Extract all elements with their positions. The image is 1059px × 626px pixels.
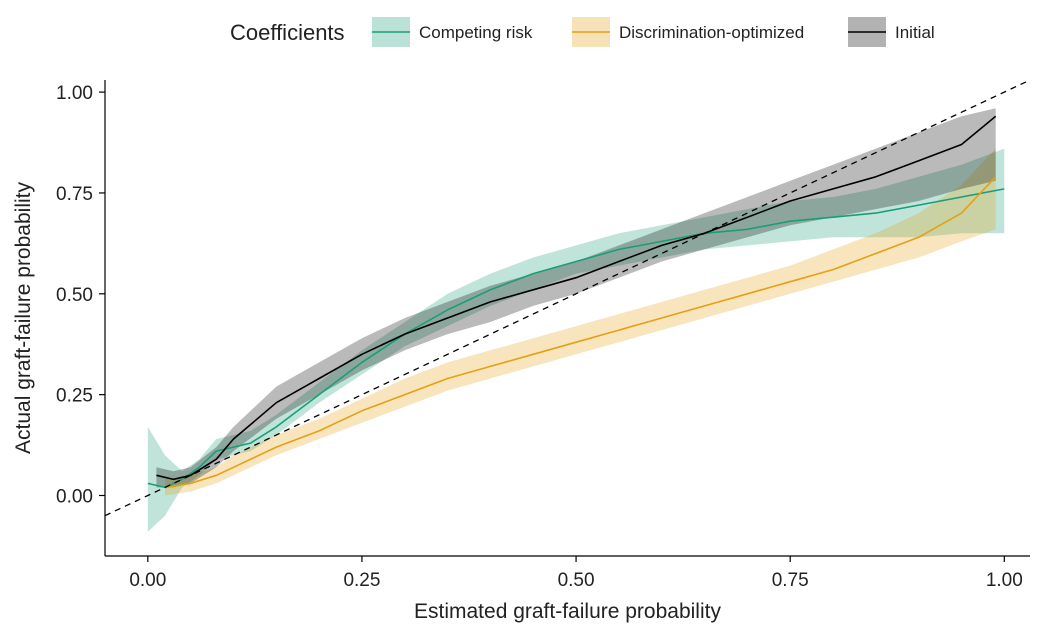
plot-area	[104, 79, 1031, 532]
competing-risk-legend-label: Competing risk	[419, 23, 533, 42]
legend: Coefficients Competing risk Discriminatio…	[230, 17, 935, 47]
y-ticks: 0.00 0.25 0.50 0.75 1.00	[56, 83, 105, 507]
y-axis-title: Actual graft-failure probability	[12, 182, 35, 454]
y-tick-label: 0.25	[56, 386, 93, 407]
x-tick-label: 0.00	[129, 570, 166, 591]
reference-line-group	[104, 79, 1031, 517]
legend-title: Coefficients	[230, 20, 345, 45]
discrimination-optimized-band	[165, 148, 996, 496]
initial-legend-label: Initial	[895, 23, 935, 42]
x-ticks: 0.00 0.25 0.50 0.75 1.00	[129, 556, 1023, 591]
y-tick-label: 0.75	[56, 184, 93, 205]
competing-risk-band	[147, 148, 1005, 532]
discrimination-optimized-line	[164, 176, 997, 489]
legend-entries: Competing risk Discrimination-optimized In…	[372, 17, 935, 47]
initial-band	[156, 108, 996, 488]
axes: 0.00 0.25 0.50 0.75 1.00 0.00 0.25 0.50 0.75 1.0…	[12, 80, 1030, 623]
x-tick-label: 1.00	[986, 570, 1023, 591]
y-tick-label: 1.00	[56, 83, 93, 104]
x-tick-label: 0.75	[772, 570, 809, 591]
y-tick-label: 0.00	[56, 486, 93, 507]
series-lines	[147, 115, 1005, 489]
x-tick-label: 0.50	[558, 570, 595, 591]
x-axis-title: Estimated graft-failure probability	[414, 600, 721, 623]
initial-line	[156, 115, 997, 481]
discrimination-optimized-legend-label: Discrimination-optimized	[619, 23, 804, 42]
competing-risk-line	[147, 188, 1005, 489]
reference-line	[104, 79, 1031, 517]
x-tick-label: 0.25	[343, 570, 380, 591]
confidence-bands	[147, 108, 1005, 532]
y-tick-label: 0.50	[56, 285, 93, 306]
